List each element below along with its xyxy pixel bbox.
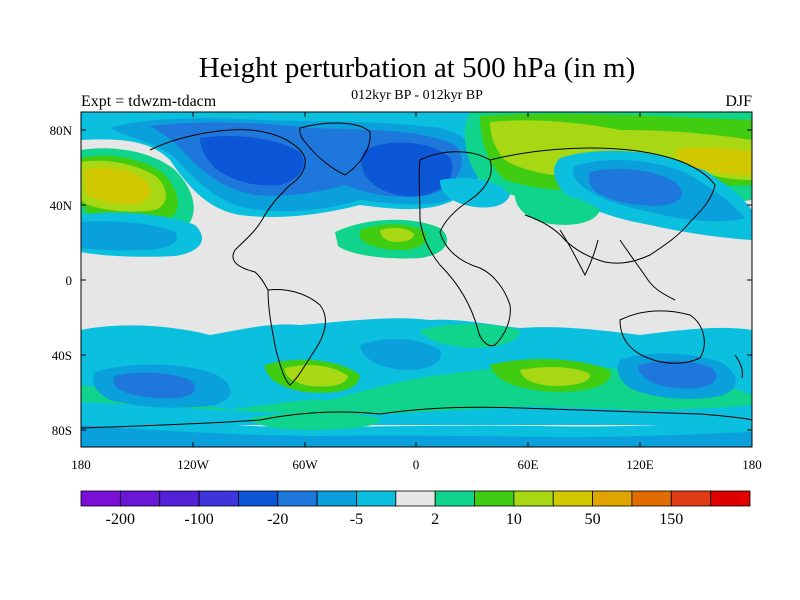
colorbar-swatch [631,490,672,507]
antarctica-coast [81,406,752,429]
antarctic-positive-patch [250,412,381,430]
colorbar-label: 10 [506,511,522,528]
colorbar-swatch [356,490,397,507]
colorbar-swatch [119,490,161,507]
colorbar-label: 150 [659,511,683,528]
lat-axis: 80N 40N 0 40S 80S [50,123,752,438]
coastlines [81,122,752,429]
colorbar-swatch [670,490,712,507]
north-america-coast [149,129,306,291]
colorbar-swatch [159,490,200,507]
southern-atlantic-negative [360,338,441,370]
east-siberia-negative-center [588,168,683,206]
colorbar-swatch [474,490,515,507]
lon-label: 120W [177,457,210,472]
colorbar-label: 50 [585,511,601,528]
colorbar-swatch [592,490,633,507]
colorbar-swatch [198,490,239,507]
colorbar-label: -20 [267,511,288,528]
south-indian-negative-core [638,360,717,389]
plot-title: Height perturbation at 500 hPa (in m) [198,52,636,84]
asia-coast [489,147,716,264]
atlantic-positive-peak [380,227,414,242]
season-label: DJF [725,93,752,110]
southeast-asia-coast [619,239,676,301]
colorbar-swatch [80,490,121,507]
europe-africa-coast [418,151,511,347]
lon-label: 120E [626,457,654,472]
lon-axis: 180 120W 60W 0 60E 120E 180 [71,112,762,472]
europe-negative [440,178,510,208]
colorbar-swatch [238,490,279,507]
pacific-positive-peak [84,167,151,205]
lon-label: 180 [71,457,91,472]
colorbar: -200 -100 -20 -5 2 10 50 150 [80,490,751,528]
new-zealand-coast [734,354,743,379]
greenland-coast [299,122,371,176]
plot-subtitle: 012kyr BP - 012kyr BP [351,88,483,103]
lat-label: 40N [50,198,73,213]
north-pacific-negative-core [81,221,178,251]
colorbar-swatch [316,490,357,507]
colorbar-swatch [710,490,751,507]
lon-label: 180 [742,457,762,472]
india-coast [559,229,599,277]
colorbar-label: -5 [350,511,363,528]
experiment-label: Expt = tdwzm-tdacm [81,93,217,110]
colorbar-swatch [434,490,475,507]
south-indian-positive-core [520,366,591,386]
colorbar-swatch [277,490,318,507]
lon-label: 0 [413,457,420,472]
lon-label: 60E [518,457,539,472]
colorbar-swatch [395,490,436,507]
lat-label: 40S [52,348,72,363]
south-america-coast [267,289,326,386]
colorbar-swatch [513,490,554,507]
arctic-siberia-peak [674,147,752,175]
southern-tropical-positive [420,324,520,348]
lon-label: 60W [292,457,318,472]
south-pacific-negative-core [113,372,196,399]
colorbar-label: -200 [106,511,135,528]
south-atlantic-positive-core [284,365,348,387]
australia-coast [619,310,705,364]
colorbar-label: 2 [431,511,439,528]
lat-label: 0 [66,273,73,288]
lat-label: 80N [50,123,73,138]
north-america-atlantic-low-center [200,135,453,197]
colorbar-swatch [552,490,593,507]
north-africa-positive [515,192,600,225]
colorbar-label: -100 [184,511,213,528]
map-field [81,112,752,447]
antarctic-negative-core [81,425,752,447]
lat-label: 80S [52,423,72,438]
